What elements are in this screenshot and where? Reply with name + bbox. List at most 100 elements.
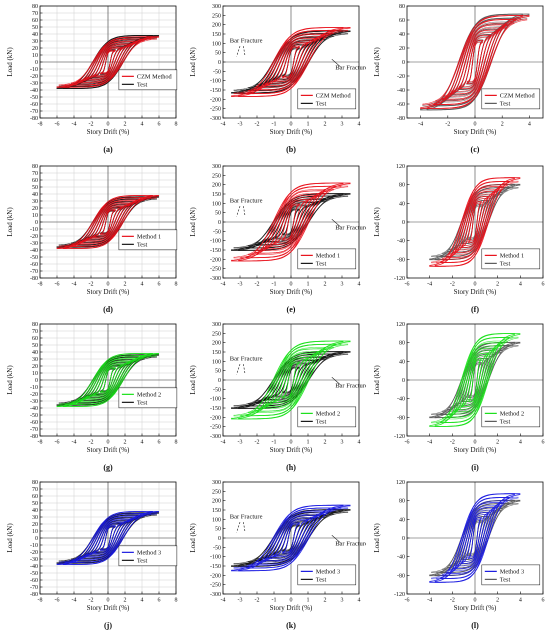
- x-tick-label: 4: [141, 598, 144, 604]
- y-tick-label: 300: [212, 4, 221, 10]
- x-tick-label: -2: [450, 440, 455, 446]
- hysteresis-loop: [429, 493, 521, 583]
- y-tick-label: 0: [218, 220, 221, 226]
- legend-entry: Method 3: [316, 569, 340, 576]
- x-tick-label: 0: [290, 440, 293, 446]
- x-axis-label: Story Drift (%): [270, 604, 313, 612]
- hysteresis-loop-repeat: [100, 210, 116, 234]
- legend-entry: Test: [137, 242, 148, 249]
- annotation-bar-fracture-right: Bar Fracture: [335, 224, 366, 231]
- y-tick-label: -300: [210, 592, 221, 598]
- legend-entry: Method 1: [316, 253, 340, 260]
- y-tick-label: -80: [397, 257, 405, 263]
- y-tick-label: 300: [212, 480, 221, 486]
- hysteresis-loop-repeat: [282, 47, 300, 77]
- y-tick-label: -10: [30, 385, 38, 391]
- hysteresis-loop-repeat: [233, 29, 349, 95]
- y-tick-label: -40: [397, 397, 405, 403]
- y-axis-label: Load (kN): [189, 523, 197, 553]
- legend-entry: Test: [137, 400, 148, 407]
- x-tick-label: 8: [175, 122, 178, 128]
- x-axis-label: Story Drift (%): [270, 446, 313, 454]
- y-tick-label: -40: [30, 248, 38, 254]
- x-tick-label: 0: [474, 440, 477, 446]
- annotation-bar-fracture-right: Bar Fracture: [335, 540, 366, 547]
- y-tick-label: 80: [399, 183, 405, 189]
- x-tick-label: 2: [324, 440, 327, 446]
- x-tick-label: 3: [341, 440, 344, 446]
- annotation-bar-fracture-right: Bar Fracture: [335, 64, 366, 71]
- y-tick-label: -70: [30, 269, 38, 275]
- series-group: [231, 27, 351, 97]
- x-tick-label: 2: [496, 440, 499, 446]
- y-tick-label: 70: [32, 487, 38, 493]
- chart-panel-f: -6 -4 -2 0 2 4 6 -120 -80 -40 0 40 80 120 Story Drift …: [373, 164, 545, 314]
- chart-panel-k: Bar Fracture Bar Fracture -4 -3 -2 -1 0 1 2 3 4 -30…: [189, 480, 366, 630]
- x-tick-label: 0: [290, 282, 293, 288]
- x-tick-label: 0: [107, 282, 110, 288]
- x-tick-label: -2: [255, 282, 260, 288]
- annotation-arrow: [243, 364, 246, 375]
- annotation-bar-fracture-left: Bar Fracture: [230, 513, 263, 520]
- x-tick-label: 6: [158, 598, 161, 604]
- y-tick-label: 0: [35, 60, 38, 66]
- y-tick-label: 40: [399, 359, 405, 365]
- y-tick-label: 20: [32, 364, 38, 370]
- panel-label: (i): [471, 463, 479, 472]
- x-tick-label: 4: [519, 440, 522, 446]
- x-tick-label: -2: [89, 440, 94, 446]
- x-tick-label: 1: [307, 122, 310, 128]
- legend-entry: Method 3: [500, 569, 524, 576]
- y-axis-label: Load (kN): [373, 523, 381, 553]
- x-tick-label: 0: [474, 598, 477, 604]
- annotation-arrow: [243, 522, 246, 533]
- x-tick-label: -6: [55, 440, 60, 446]
- x-tick-label: 8: [175, 598, 178, 604]
- panel-label: (k): [286, 621, 296, 630]
- hysteresis-loop: [231, 504, 351, 572]
- x-tick-label: 1: [307, 282, 310, 288]
- series-group: [429, 177, 521, 267]
- y-tick-label: 60: [399, 18, 405, 24]
- series-czm-method: [231, 27, 351, 97]
- panel-label: (j): [104, 621, 112, 630]
- y-tick-label: 150: [212, 192, 221, 198]
- chart-panel-d: -8 -6 -4 -2 0 2 4 6 8-80-70-60-50-40-30-20-10010…: [6, 164, 178, 314]
- x-tick-label: 2: [124, 122, 127, 128]
- x-tick-label: -4: [221, 282, 226, 288]
- legend-entry: Method 1: [137, 234, 161, 241]
- x-tick-label: 4: [141, 282, 144, 288]
- y-tick-label: 0: [35, 536, 38, 542]
- x-tick-label: 0: [107, 122, 110, 128]
- hysteresis-loop-repeat: [436, 180, 514, 264]
- y-tick-label: 70: [32, 329, 38, 335]
- legend-entry: CZM Method: [137, 74, 173, 81]
- x-tick-label: -4: [221, 440, 226, 446]
- y-tick-label: -30: [30, 81, 38, 87]
- x-tick-label: -6: [55, 282, 60, 288]
- y-tick-label: 0: [402, 220, 405, 226]
- y-tick-label: -20: [30, 550, 38, 556]
- x-tick-label: -8: [38, 282, 43, 288]
- y-tick-label: 10: [32, 371, 38, 377]
- legend-entry: Test: [316, 261, 327, 268]
- hysteresis-loop: [56, 511, 160, 565]
- y-tick-label: 300: [212, 164, 221, 170]
- y-tick-label: 250: [212, 331, 221, 337]
- annotation-arrow: [236, 46, 241, 57]
- y-tick-label: 50: [215, 51, 221, 57]
- y-tick-label: -40: [30, 88, 38, 94]
- panel-label: (c): [471, 145, 480, 154]
- x-tick-label: 0: [290, 122, 293, 128]
- y-tick-label: 0: [402, 536, 405, 542]
- x-tick-label: 2: [324, 122, 327, 128]
- x-tick-label: -3: [238, 440, 243, 446]
- x-axis-label: Story Drift (%): [270, 288, 313, 296]
- x-tick-label: -4: [427, 598, 432, 604]
- y-tick-label: 100: [212, 517, 221, 523]
- y-tick-label: -60: [30, 262, 38, 268]
